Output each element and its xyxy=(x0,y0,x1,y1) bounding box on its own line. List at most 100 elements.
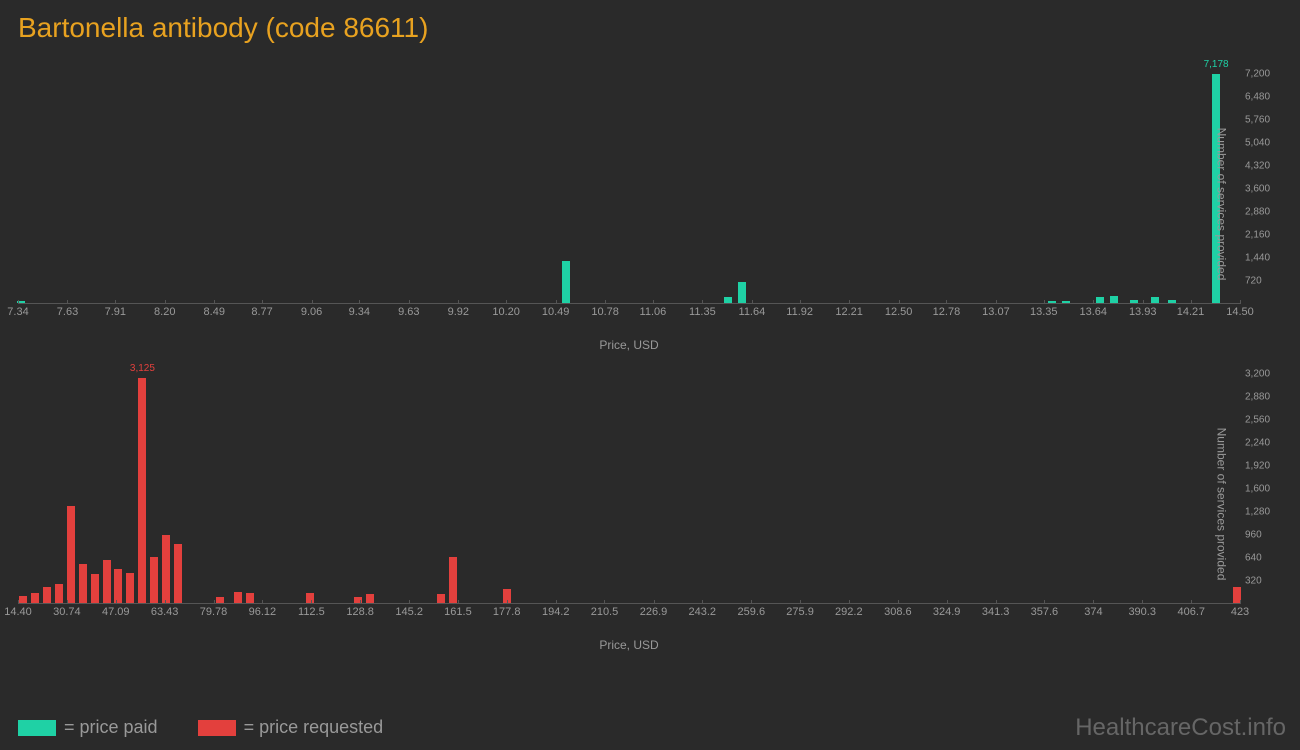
bar xyxy=(306,593,314,603)
x-tick-mark xyxy=(67,600,68,604)
bar xyxy=(55,584,63,603)
y-axis-label: Number of services provided xyxy=(1215,428,1229,581)
x-tick-label: 11.92 xyxy=(786,306,813,318)
bar xyxy=(126,573,134,603)
x-tick-mark xyxy=(359,300,360,304)
legend-label: = price paid xyxy=(64,717,158,738)
x-tick-mark xyxy=(849,600,850,604)
bar xyxy=(234,592,242,603)
bar xyxy=(162,535,170,603)
x-tick-mark xyxy=(751,600,752,604)
y-tick-label: 2,160 xyxy=(1245,230,1270,241)
x-tick-mark xyxy=(262,300,263,304)
bar xyxy=(1168,300,1176,303)
x-tick-label: 10.49 xyxy=(542,306,570,318)
x-tick-mark xyxy=(702,600,703,604)
x-tick-mark xyxy=(996,300,997,304)
bar xyxy=(1130,300,1138,303)
x-tick-mark xyxy=(507,600,508,604)
x-tick-label: 292.2 xyxy=(835,606,863,618)
x-tick-mark xyxy=(654,600,655,604)
x-tick-label: 275.9 xyxy=(786,606,814,618)
x-tick-mark xyxy=(898,600,899,604)
x-tick-label: 7.34 xyxy=(7,306,28,318)
legend-swatch-requested xyxy=(198,720,236,736)
bar-value-label: 3,125 xyxy=(130,363,155,374)
y-tick-label: 7,200 xyxy=(1245,69,1270,80)
legend-item-paid: = price paid xyxy=(18,717,158,738)
x-tick-mark xyxy=(18,600,19,604)
bar xyxy=(67,506,75,603)
x-tick-label: 13.93 xyxy=(1129,306,1157,318)
x-tick-label: 96.12 xyxy=(249,606,277,618)
x-axis-label: Price, USD xyxy=(599,638,658,652)
x-tick-mark xyxy=(556,600,557,604)
x-tick-label: 210.5 xyxy=(591,606,619,618)
x-tick-label: 7.63 xyxy=(57,306,78,318)
x-tick-mark xyxy=(1191,600,1192,604)
bar xyxy=(91,574,99,603)
x-tick-label: 11.35 xyxy=(689,306,716,318)
x-tick-label: 324.9 xyxy=(933,606,961,618)
y-tick-label: 720 xyxy=(1245,276,1262,287)
x-axis-ticks: 14.4030.7447.0963.4379.7896.12112.5128.8… xyxy=(18,604,1240,634)
x-tick-label: 8.49 xyxy=(204,306,225,318)
x-tick-mark xyxy=(116,600,117,604)
x-tick-label: 12.50 xyxy=(885,306,913,318)
x-tick-mark xyxy=(1093,300,1094,304)
x-tick-mark xyxy=(67,300,68,304)
x-tick-label: 14.40 xyxy=(4,606,32,618)
x-tick-label: 161.5 xyxy=(444,606,472,618)
bar xyxy=(1048,301,1056,303)
x-tick-mark xyxy=(946,300,947,304)
y-tick-label: 3,600 xyxy=(1245,184,1270,195)
x-tick-mark xyxy=(409,600,410,604)
y-tick-label: 2,880 xyxy=(1245,392,1270,403)
x-axis-ticks: 7.347.637.918.208.498.779.069.349.639.92… xyxy=(18,304,1240,334)
y-tick-label: 1,600 xyxy=(1245,484,1270,495)
y-tick-label: 3,200 xyxy=(1245,369,1270,380)
x-tick-label: 177.8 xyxy=(493,606,521,618)
y-tick-label: 2,880 xyxy=(1245,207,1270,218)
x-tick-mark xyxy=(165,600,166,604)
x-tick-label: 9.92 xyxy=(448,306,469,318)
x-tick-mark xyxy=(312,300,313,304)
x-tick-label: 47.09 xyxy=(102,606,130,618)
x-tick-label: 13.07 xyxy=(982,306,1010,318)
x-tick-mark xyxy=(409,300,410,304)
x-tick-mark xyxy=(604,600,605,604)
bar xyxy=(103,560,111,603)
x-tick-label: 10.20 xyxy=(492,306,520,318)
x-tick-mark xyxy=(702,300,703,304)
x-tick-mark xyxy=(214,600,215,604)
bar xyxy=(1062,301,1070,303)
x-tick-label: 194.2 xyxy=(542,606,570,618)
chart-title: Bartonella antibody (code 86611) xyxy=(0,0,1300,44)
x-tick-label: 259.6 xyxy=(738,606,766,618)
bar xyxy=(449,557,457,603)
y-tick-label: 1,440 xyxy=(1245,253,1270,264)
bar xyxy=(150,557,158,603)
y-tick-label: 4,320 xyxy=(1245,161,1270,172)
x-tick-label: 308.6 xyxy=(884,606,912,618)
x-tick-mark xyxy=(262,600,263,604)
bar xyxy=(19,596,27,603)
x-tick-label: 30.74 xyxy=(53,606,81,618)
x-tick-mark xyxy=(1044,600,1045,604)
bar xyxy=(43,587,51,603)
x-tick-mark xyxy=(849,300,850,304)
y-tick-label: 640 xyxy=(1245,553,1262,564)
bar xyxy=(246,593,254,603)
chart-price-requested: 3,125 14.4030.7447.0963.4379.7896.12112.… xyxy=(18,374,1240,634)
x-tick-mark xyxy=(165,300,166,304)
y-tick-label: 1,280 xyxy=(1245,507,1270,518)
x-tick-mark xyxy=(1240,600,1241,604)
x-tick-label: 341.3 xyxy=(982,606,1010,618)
x-tick-mark xyxy=(1093,600,1094,604)
x-tick-label: 63.43 xyxy=(151,606,179,618)
x-tick-label: 12.78 xyxy=(933,306,961,318)
x-tick-label: 390.3 xyxy=(1128,606,1156,618)
bar xyxy=(1151,297,1159,303)
bar xyxy=(216,597,224,603)
x-tick-label: 79.78 xyxy=(200,606,228,618)
